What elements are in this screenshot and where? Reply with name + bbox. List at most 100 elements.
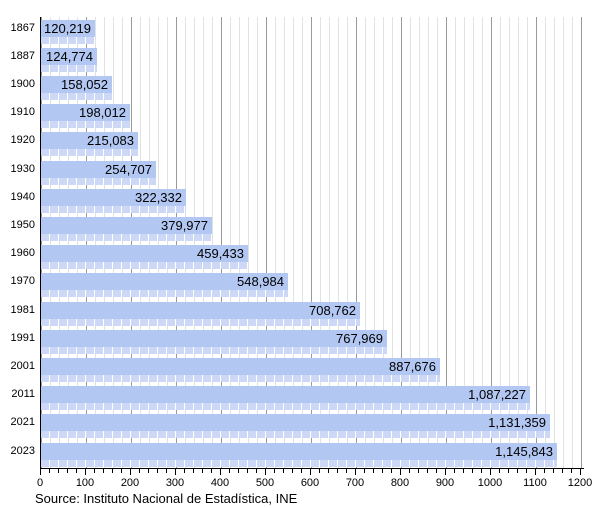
bar-fill bbox=[41, 245, 248, 263]
x-axis-tick-label: 200 bbox=[120, 477, 140, 489]
bar-ruler-strip bbox=[41, 431, 550, 439]
bar: 548,984 bbox=[41, 273, 288, 298]
bar-row: 158,052 bbox=[41, 75, 584, 101]
bar-row: 254,707 bbox=[41, 160, 584, 186]
bar-ruler-strip bbox=[41, 262, 248, 270]
x-axis-major-ticks bbox=[40, 469, 581, 475]
year-label: 1950 bbox=[10, 218, 35, 231]
bar-row: 322,332 bbox=[41, 188, 584, 214]
bar-ruler-strip bbox=[41, 318, 360, 326]
year-label: 1981 bbox=[10, 303, 35, 316]
year-label: 1960 bbox=[10, 247, 35, 260]
x-axis-tick-label: 1000 bbox=[477, 477, 503, 489]
bar-fill bbox=[41, 329, 387, 347]
bar: 1,131,359 bbox=[41, 414, 550, 439]
year-label: 1910 bbox=[10, 106, 35, 119]
bar: 708,762 bbox=[41, 301, 360, 326]
value-label: 887,676 bbox=[389, 358, 436, 374]
bar-ruler-strip bbox=[41, 36, 95, 44]
bar-row: 887,676 bbox=[41, 357, 584, 383]
year-label: 2001 bbox=[10, 359, 35, 372]
bar-ruler-strip bbox=[41, 149, 138, 157]
year-label: 2011 bbox=[11, 388, 35, 401]
bar-ruler-strip bbox=[41, 92, 112, 100]
bar-row: 124,774 bbox=[41, 47, 584, 73]
year-label: 1991 bbox=[10, 331, 35, 344]
value-label: 120,219 bbox=[44, 20, 91, 36]
bar-fill bbox=[41, 216, 212, 234]
bar-fill bbox=[41, 273, 288, 291]
bar: 887,676 bbox=[41, 357, 440, 382]
plot-area: 120,219 124,774 158,052 198,012 215,083 bbox=[40, 17, 584, 469]
x-axis-tick-label: 800 bbox=[390, 477, 410, 489]
x-axis-tick-label: 500 bbox=[255, 477, 275, 489]
bar-fill bbox=[41, 75, 112, 93]
source-caption: Source: Instituto Nacional de Estadístic… bbox=[35, 491, 298, 506]
bar-ruler-strip bbox=[41, 346, 387, 354]
bar-ruler-strip bbox=[41, 233, 212, 241]
year-label: 1900 bbox=[10, 77, 35, 90]
value-label: 767,969 bbox=[336, 330, 383, 346]
value-label: 198,012 bbox=[79, 105, 126, 121]
year-label: 1887 bbox=[10, 49, 35, 62]
year-label: 1940 bbox=[10, 190, 35, 203]
bar-ruler-strip bbox=[41, 64, 97, 72]
bar: 767,969 bbox=[41, 329, 387, 354]
bar-fill bbox=[41, 47, 97, 65]
bar: 120,219 bbox=[41, 19, 95, 44]
year-label: 1930 bbox=[10, 162, 35, 175]
year-label: 1867 bbox=[10, 21, 35, 34]
bar-fill bbox=[41, 357, 440, 375]
x-axis-tick-label: 1200 bbox=[567, 477, 593, 489]
x-axis-tick-label: 0 bbox=[36, 477, 44, 489]
bar-row: 767,969 bbox=[41, 329, 584, 355]
x-axis-tick-label: 900 bbox=[435, 477, 455, 489]
bar-fill bbox=[41, 104, 130, 122]
bar-row: 1,145,843 bbox=[41, 442, 584, 468]
value-label: 124,774 bbox=[46, 48, 93, 64]
bar-row: 120,219 bbox=[41, 19, 584, 45]
bar: 254,707 bbox=[41, 160, 156, 185]
bar: 198,012 bbox=[41, 104, 130, 129]
year-label: 1970 bbox=[10, 275, 35, 288]
bar-row: 459,433 bbox=[41, 245, 584, 270]
x-axis-tick-label: 300 bbox=[165, 477, 185, 489]
bar-fill bbox=[41, 160, 156, 178]
bar-fill bbox=[41, 386, 530, 404]
bar: 379,977 bbox=[41, 216, 212, 241]
bar-row: 379,977 bbox=[41, 216, 584, 242]
bar-row: 1,087,227 bbox=[41, 386, 584, 411]
bar-row: 1,131,359 bbox=[41, 414, 584, 439]
bar-ruler-strip bbox=[41, 459, 557, 467]
value-label: 158,052 bbox=[61, 76, 108, 92]
bar-fill bbox=[41, 19, 95, 37]
x-axis-tick-label: 100 bbox=[75, 477, 95, 489]
value-label: 1,145,843 bbox=[495, 443, 553, 459]
value-label: 215,083 bbox=[87, 133, 134, 149]
bar-fill bbox=[41, 301, 360, 319]
value-label: 1,131,359 bbox=[488, 415, 546, 431]
x-axis-tick-label: 1100 bbox=[523, 477, 547, 489]
x-axis-tick-label: 700 bbox=[345, 477, 365, 489]
bar: 459,433 bbox=[41, 245, 248, 270]
bar-ruler-strip bbox=[41, 403, 530, 411]
bar: 322,332 bbox=[41, 188, 186, 213]
value-label: 322,332 bbox=[135, 189, 182, 205]
year-label: 2023 bbox=[10, 444, 35, 457]
bar-ruler-strip bbox=[41, 290, 288, 298]
bar-row: 548,984 bbox=[41, 273, 584, 298]
bar-ruler-strip bbox=[41, 121, 130, 129]
value-label: 379,977 bbox=[161, 217, 208, 233]
bar: 215,083 bbox=[41, 132, 138, 157]
value-label: 708,762 bbox=[309, 302, 356, 318]
value-label: 459,433 bbox=[197, 246, 244, 262]
value-label: 1,087,227 bbox=[468, 387, 526, 403]
bar: 124,774 bbox=[41, 47, 97, 72]
x-axis-tick-label: 600 bbox=[300, 477, 320, 489]
bar-ruler-strip bbox=[41, 177, 156, 185]
bar-ruler-strip bbox=[41, 205, 186, 213]
year-label: 1920 bbox=[10, 134, 35, 147]
year-label: 2021 bbox=[10, 416, 35, 429]
value-label: 548,984 bbox=[237, 274, 284, 290]
